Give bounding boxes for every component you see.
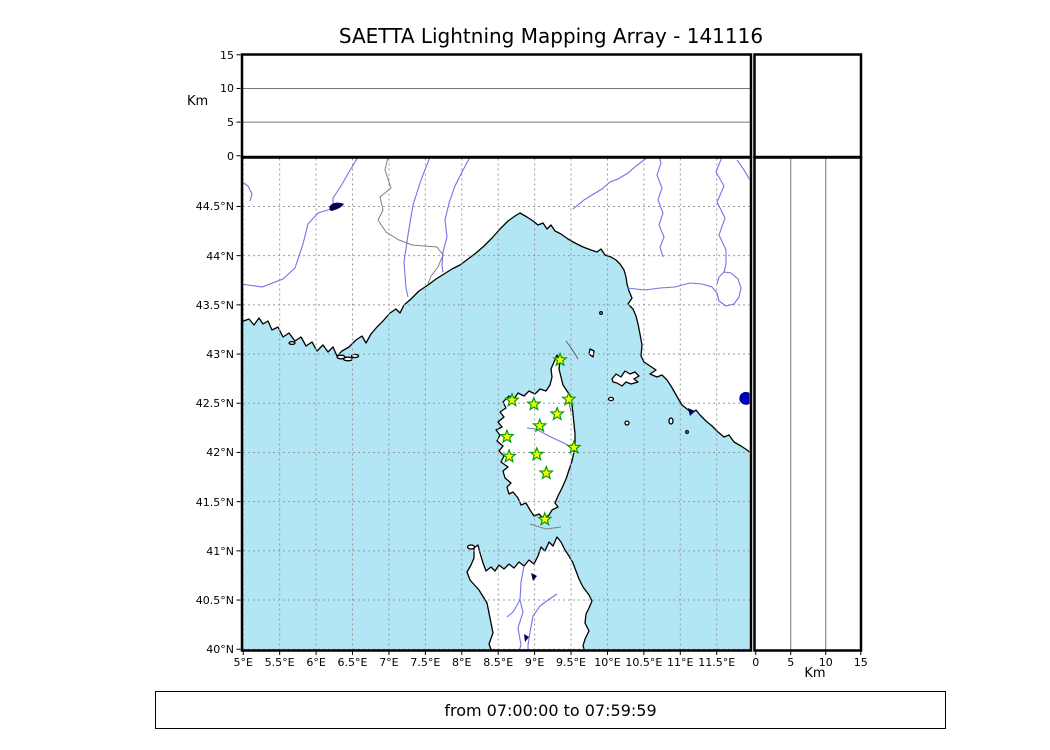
lon-tick-label: 7.5°E: [410, 656, 441, 669]
mainland-coast: [243, 158, 750, 453]
country-borders: [377, 158, 562, 530]
alt-tick-label: 15: [220, 48, 234, 62]
bottom-km-axis-label: Km: [804, 666, 826, 681]
lat-tick-label: 41.5°N: [195, 495, 234, 509]
km-tick-label: 15: [853, 656, 868, 669]
giannutri-island: [685, 430, 689, 434]
lat-tick-label: 43.5°N: [195, 298, 234, 312]
lat-tick-label: 42°N: [206, 446, 234, 460]
gorgona-island: [599, 311, 603, 315]
altitude-lat-panel-frame: [753, 156, 863, 652]
lon-tick-label: 8°E: [452, 656, 472, 669]
altitude-lon-panel-frame: [240, 53, 753, 159]
alt-tick-label: 5: [227, 116, 234, 130]
marseille-islet: [288, 340, 296, 346]
hyeres-island-2: [342, 356, 354, 362]
lakes: [329, 202, 695, 642]
montecristo-island: [624, 420, 630, 426]
lon-tick-label: 6.5°E: [337, 656, 368, 669]
lon-tick-label: 7°E: [379, 656, 399, 669]
rivers: [243, 158, 750, 650]
lon-tick-label: 11°E: [667, 656, 694, 669]
giglio-island: [668, 417, 674, 425]
caption-box: from 07:00:00 to 07:59:59: [155, 691, 946, 729]
lon-tick-label: 10°E: [594, 656, 621, 669]
alt-tick-label: 10: [220, 82, 234, 96]
map-panel-frame: [240, 156, 753, 652]
lon-tick-label: 10.5°E: [625, 656, 663, 669]
lon-tick-label: 11.5°E: [698, 656, 736, 669]
lat-tick-label: 42.5°N: [195, 397, 234, 411]
lat-tick-label: 41°N: [206, 544, 234, 558]
lon-tick-label: 8.5°E: [483, 656, 514, 669]
corsica-coast: [495, 354, 576, 520]
caption-text: from 07:00:00 to 07:59:59: [444, 700, 657, 720]
coastline-landmasses: [243, 158, 750, 650]
pianosa-island: [607, 396, 615, 402]
elba-island: [611, 370, 640, 387]
asinara-island: [466, 544, 476, 550]
lat-tick-label: 44°N: [206, 249, 234, 263]
km-tick-label: 5: [787, 656, 795, 669]
lon-tick-label: 6°E: [306, 656, 326, 669]
lon-tick-label: 9.5°E: [556, 656, 586, 669]
km-tick-label: 0: [752, 656, 760, 669]
panel-frames: [240, 53, 863, 652]
capraia-island: [588, 348, 595, 358]
km-tick-label: 10: [818, 656, 833, 669]
corner-panel-frame: [753, 53, 863, 159]
lon-tick-label: 9°E: [524, 656, 545, 669]
page-title: SAETTA Lightning Mapping Array - 141116: [338, 24, 764, 48]
lat-tick-label: 40°N: [206, 643, 234, 657]
lat-tick-label: 43°N: [206, 348, 234, 362]
graticule-grid: [243, 158, 750, 650]
highlight-point: [739, 391, 750, 405]
lat-tick-label: 40.5°N: [195, 594, 234, 608]
lon-tick-label: 5°E: [233, 656, 253, 669]
panel-gridlines: [243, 87, 827, 650]
lat-tick-label: 44.5°N: [195, 200, 234, 214]
alt-tick-label: 0: [227, 149, 234, 163]
lon-tick-label: 5.5°E: [264, 656, 295, 669]
altitude-axis-label: Km: [187, 94, 209, 109]
